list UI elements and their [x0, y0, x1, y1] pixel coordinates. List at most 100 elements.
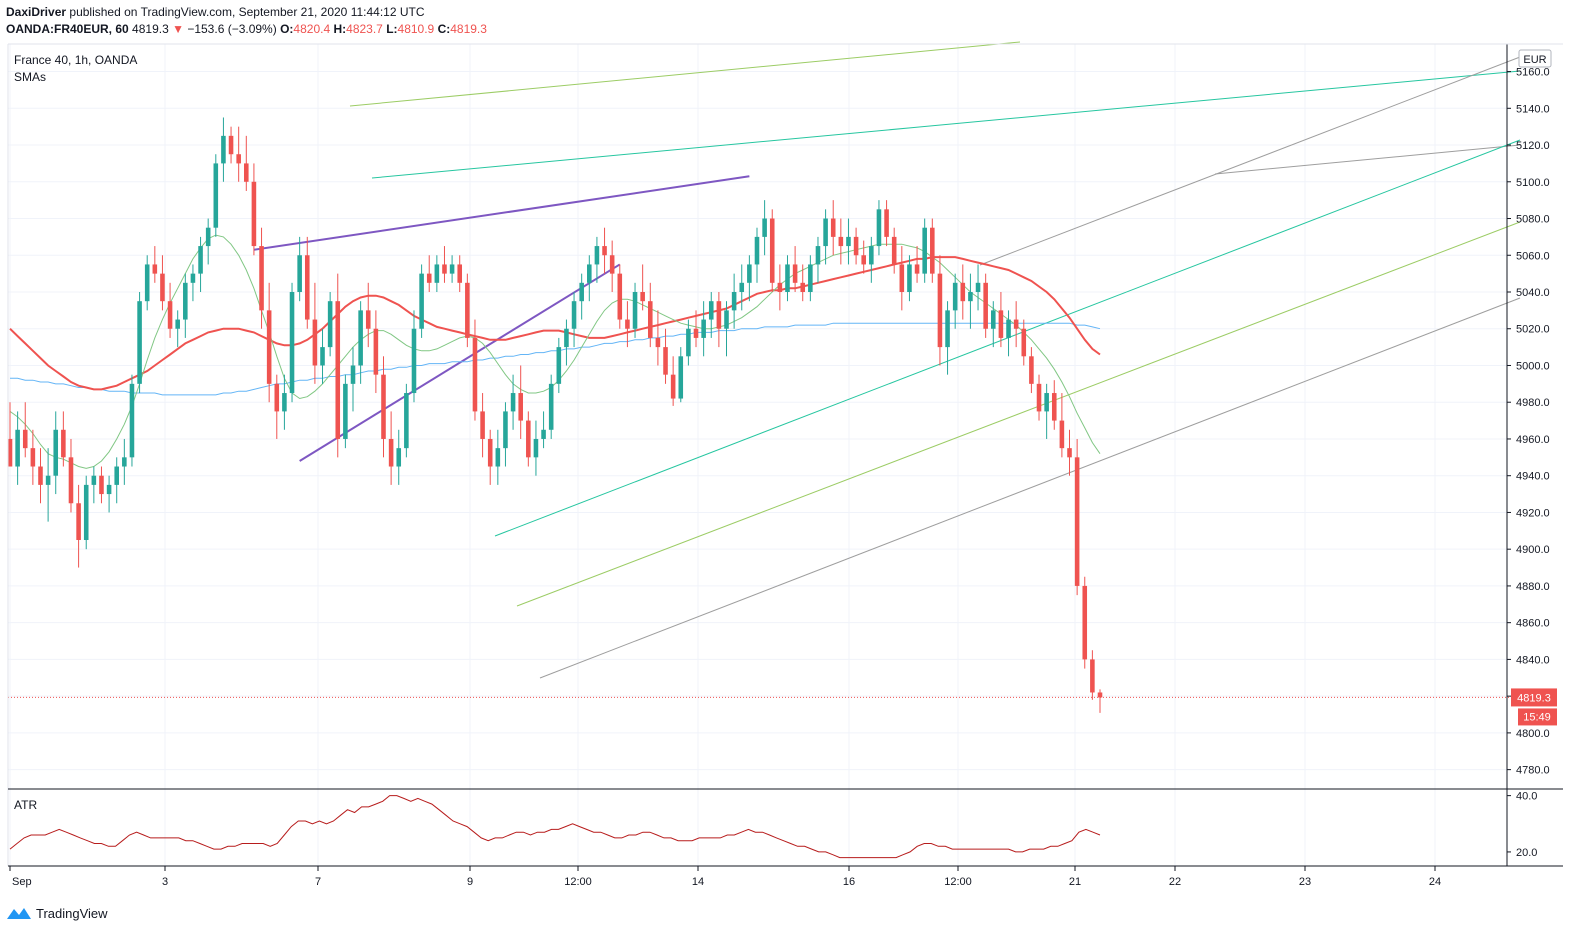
candle-body — [960, 282, 966, 302]
sma-slow-line — [10, 322, 1101, 396]
candle-body — [884, 209, 889, 237]
candle-body — [647, 301, 653, 338]
author-name[interactable]: DaxiDriver — [6, 5, 67, 19]
candle-body — [472, 337, 478, 412]
candle-body — [808, 264, 813, 292]
high-value: 4823.7 — [346, 22, 383, 36]
price-tick-label: 5160.0 — [1516, 67, 1550, 79]
candle — [602, 227, 607, 274]
candle — [724, 301, 729, 357]
candle-body — [968, 292, 973, 302]
candle-body — [937, 273, 943, 348]
candle-body — [533, 438, 539, 458]
candle — [998, 292, 1004, 348]
candle-body — [785, 264, 790, 292]
candle — [259, 227, 264, 329]
currency-badge[interactable] — [1518, 49, 1552, 68]
channel-line-teal-mid — [494, 139, 1521, 537]
candle-body — [465, 282, 470, 338]
candle — [678, 347, 684, 403]
candle-body — [876, 209, 882, 247]
candle — [853, 227, 859, 265]
channel-line-gray-steep — [979, 56, 1521, 266]
candle-body — [708, 301, 714, 320]
candle-body — [7, 438, 13, 467]
candle-body — [541, 429, 546, 439]
candle-body — [556, 347, 562, 384]
candle — [1082, 576, 1088, 669]
candle — [800, 264, 806, 302]
candle — [983, 273, 988, 338]
candle — [815, 236, 821, 283]
candle — [472, 319, 478, 421]
candle — [53, 411, 59, 495]
candle — [480, 393, 485, 458]
open-label: O: — [280, 22, 294, 36]
candle — [503, 402, 508, 467]
close-value: 4819.3 — [450, 22, 487, 36]
candle — [99, 466, 104, 504]
candle-body — [167, 301, 173, 329]
candle-body — [327, 301, 333, 348]
candle — [594, 236, 600, 283]
candle-body — [1044, 393, 1049, 412]
candle — [183, 273, 188, 338]
candle-body — [38, 466, 43, 485]
candle — [564, 319, 569, 366]
change-value: −153.6 (−3.09%) — [187, 22, 277, 36]
channel-lines — [349, 41, 1521, 679]
candle-body — [503, 411, 508, 449]
footer-brand[interactable]: TradingView — [6, 905, 108, 921]
candle-body — [564, 328, 569, 348]
candle-body — [236, 154, 241, 164]
sma-lines — [9, 234, 1101, 469]
candle — [404, 383, 409, 458]
candle — [846, 218, 851, 265]
candle-body — [396, 448, 402, 467]
candle — [449, 255, 455, 283]
candle — [320, 328, 325, 384]
candle — [365, 282, 371, 348]
price-tick-label: 5060.0 — [1516, 250, 1550, 262]
price-tick-label: 5080.0 — [1516, 214, 1550, 226]
candle-body — [251, 181, 257, 247]
candle — [762, 200, 767, 256]
atr-label: ATR — [14, 798, 37, 812]
candle-body — [747, 264, 752, 283]
candle-body — [68, 457, 74, 504]
candle — [1029, 347, 1034, 394]
candle — [785, 255, 790, 302]
candle — [808, 255, 813, 302]
price-tick-label: 4860.0 — [1516, 618, 1550, 630]
candle-body — [1021, 328, 1027, 357]
candle-body — [769, 218, 775, 283]
candle — [937, 255, 943, 366]
candle-body — [869, 246, 874, 265]
candle — [579, 273, 584, 320]
candle — [289, 282, 295, 403]
candle — [640, 264, 645, 311]
candle-body — [655, 337, 661, 348]
published-text: published on TradingView.com, September … — [69, 5, 425, 19]
candle-body — [343, 383, 348, 439]
candle-body — [922, 227, 927, 274]
candle-body — [739, 282, 745, 292]
candle-body — [152, 264, 158, 274]
candle — [708, 292, 714, 338]
candle-body — [144, 264, 150, 302]
candle — [686, 319, 691, 366]
candle-body — [183, 282, 188, 320]
candle-body — [45, 475, 51, 485]
candle — [922, 218, 927, 283]
sma-fast-line — [9, 234, 1101, 469]
time-tick-label: 23 — [1299, 876, 1311, 888]
candle — [1044, 383, 1049, 439]
candle-body — [190, 273, 196, 283]
candle-body — [259, 246, 264, 311]
candle-body — [1013, 319, 1019, 329]
candle-body — [1074, 457, 1080, 586]
candle — [716, 292, 722, 348]
candle — [426, 255, 432, 292]
symbol-name[interactable]: OANDA:FR40EUR, 60 — [6, 22, 129, 36]
